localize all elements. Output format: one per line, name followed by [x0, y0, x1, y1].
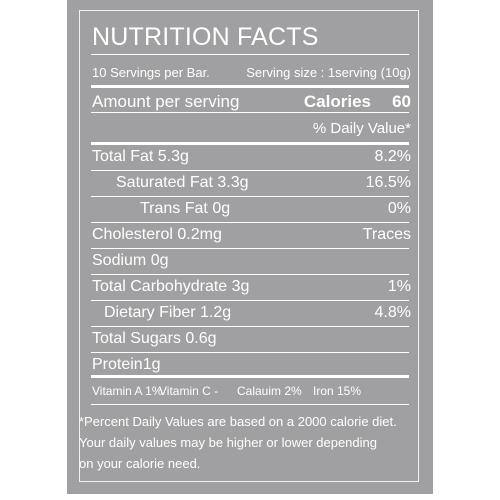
- daily-value-header: % Daily Value*: [312, 119, 411, 137]
- divider: [91, 300, 409, 301]
- nutrient-dv: 1%: [387, 278, 411, 295]
- divider: [91, 248, 409, 249]
- divider: [91, 112, 409, 113]
- calories-label: Calories: [303, 91, 371, 111]
- nutrient-dv: 0%: [387, 200, 411, 217]
- divider: [91, 352, 409, 353]
- vitamin: Iron 15%: [313, 384, 362, 398]
- footnote-line: Your daily values may be higher or lower…: [79, 434, 377, 450]
- nutrient-dv: 4.8%: [374, 304, 411, 321]
- footnote-line: on your calorie need.: [79, 455, 201, 471]
- nutrient-dv: 16.5%: [365, 174, 411, 191]
- nutrient-name: Dietary Fiber 1.2g: [104, 304, 232, 321]
- vitamin: Vitamin C -: [159, 384, 219, 398]
- divider: [91, 274, 409, 275]
- label-panel: NUTRITION FACTS 10 Servings per Bar. Servi…: [67, 0, 433, 494]
- amount-label: Amount per serving: [92, 91, 240, 111]
- nutrient-dv: 8.2%: [374, 148, 411, 165]
- divider: [91, 54, 409, 55]
- title: NUTRITION FACTS: [92, 22, 319, 51]
- divider: [91, 170, 409, 171]
- servings: 10 Servings per Bar.: [92, 64, 210, 80]
- divider: [91, 85, 409, 88]
- nutrient-name: Cholesterol 0.2mg: [92, 226, 222, 243]
- nutrient-dv: Traces: [362, 226, 411, 243]
- nutrient-name: Total Fat 5.3g: [92, 148, 189, 165]
- divider: [91, 375, 409, 378]
- vitamin: Calauim 2%: [237, 384, 302, 398]
- divider: [91, 196, 409, 197]
- nutrient-name: Protein1g: [92, 356, 161, 373]
- nutrient-name: Total Sugars 0.6g: [92, 330, 217, 347]
- label-frame: [79, 10, 419, 482]
- footnote-line: *Percent Daily Values are based on a 200…: [79, 413, 397, 429]
- nutrient-name: Saturated Fat 3.3g: [116, 174, 249, 191]
- divider: [91, 142, 409, 145]
- nutrient-name: Trans Fat 0g: [140, 200, 231, 217]
- divider: [91, 404, 409, 405]
- divider: [91, 222, 409, 223]
- nutrient-name: Sodium 0g: [92, 252, 169, 269]
- nutrient-name: Total Carbohydrate 3g: [92, 278, 250, 295]
- vitamin: Vitamin A 1%: [92, 384, 163, 398]
- serving-size: Serving size : 1serving (10g): [246, 64, 411, 80]
- calories-value: 60: [392, 91, 411, 111]
- divider: [91, 326, 409, 327]
